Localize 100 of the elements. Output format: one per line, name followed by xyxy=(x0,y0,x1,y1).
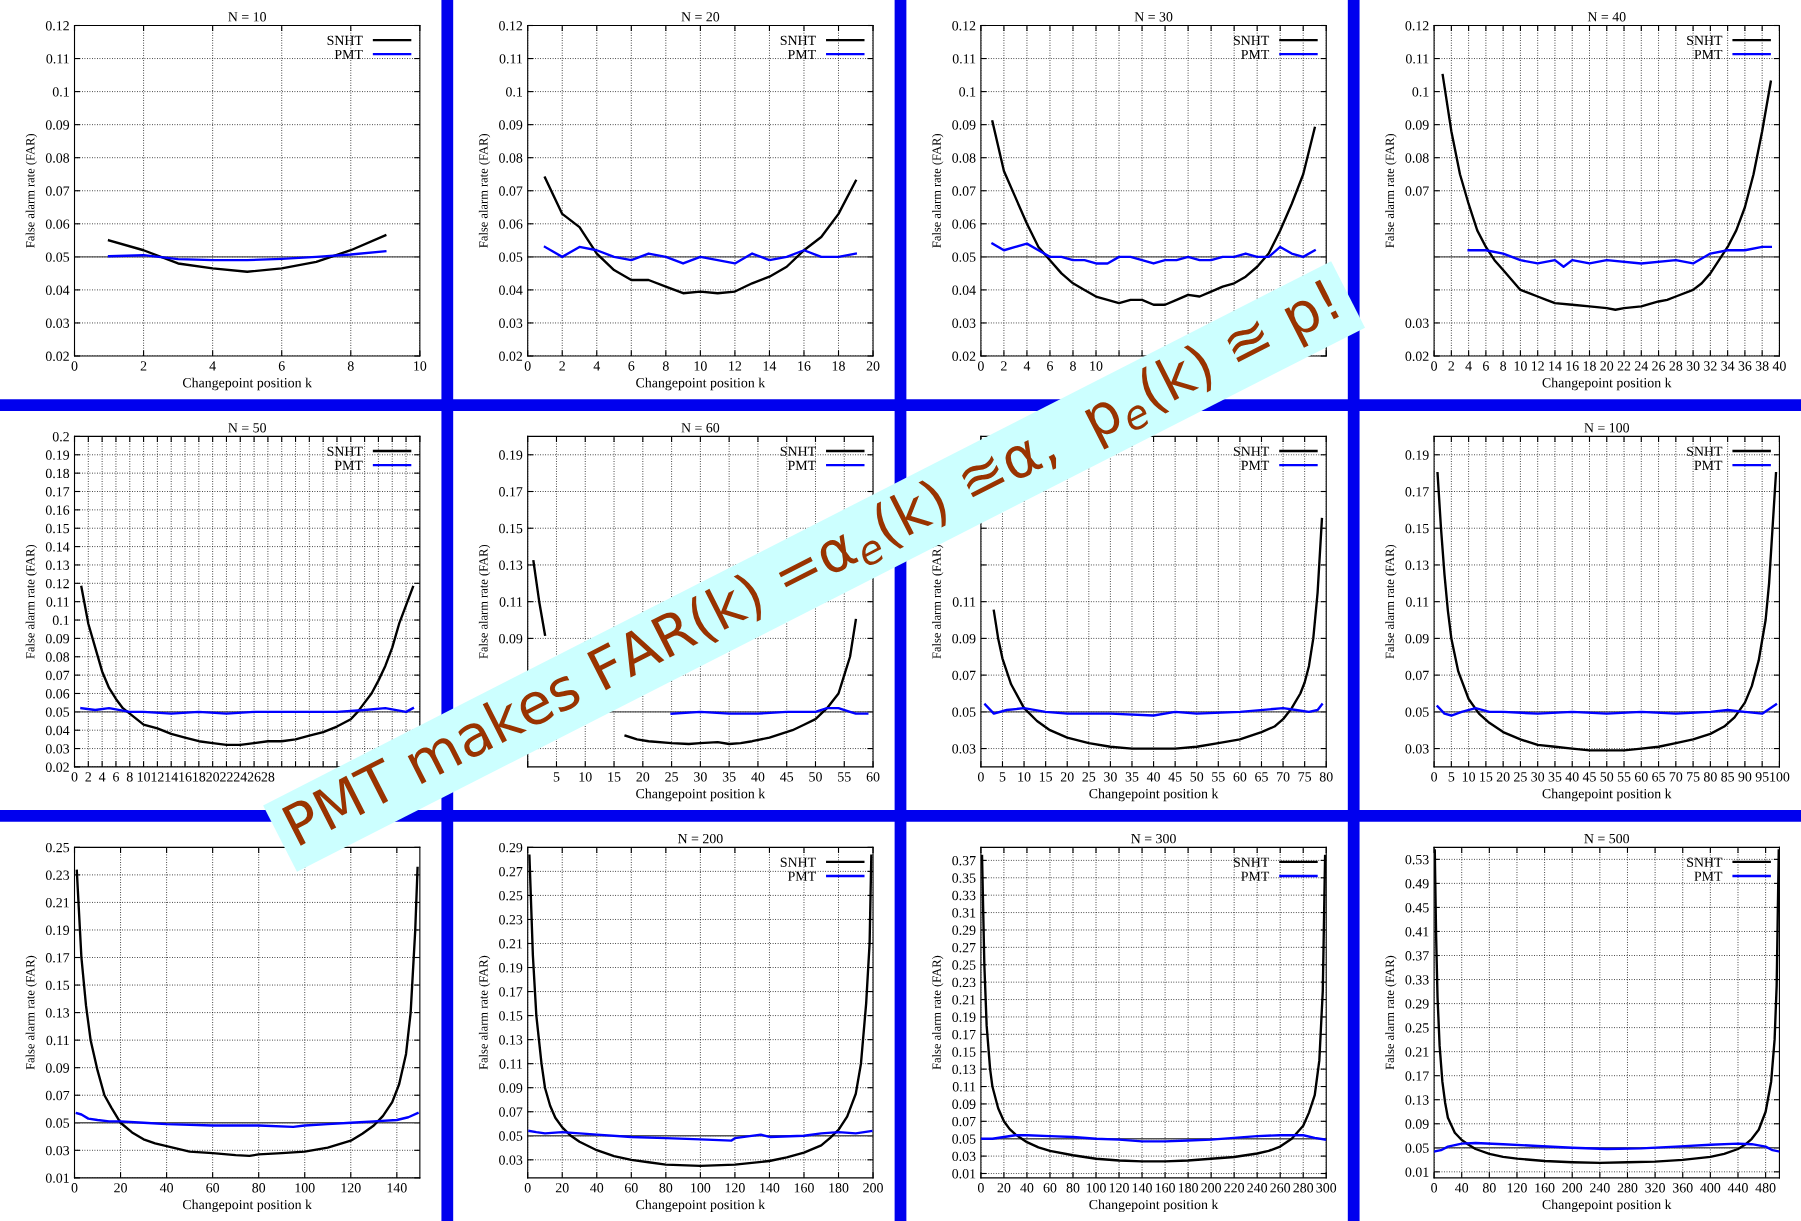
x-tick-label: 55 xyxy=(1617,772,1631,782)
legend-label: SNHT xyxy=(1233,446,1270,456)
x-tick-label: 38 xyxy=(1755,361,1769,371)
x-tick-label: 70 xyxy=(1669,772,1683,782)
x-tick-label: 2 xyxy=(1001,361,1007,371)
legend-label: SNHT xyxy=(1687,35,1723,46)
x-tick-label: 65 xyxy=(1652,772,1665,782)
y-tick-label: 0.11 xyxy=(1405,597,1429,607)
x-tick-label: 2 xyxy=(85,772,92,782)
y-tick-label: 0.05 xyxy=(952,707,976,717)
y-tick-label: 0.17 xyxy=(45,953,70,963)
y-tick-label: 0.07 xyxy=(45,186,70,196)
x-tick-label: 100 xyxy=(1086,1183,1106,1193)
x-tick-label: 100 xyxy=(691,1183,711,1193)
legend-label: SNHT xyxy=(327,35,363,46)
x-tick-label: 2 xyxy=(559,361,565,371)
y-tick-label: 0.25 xyxy=(1405,1023,1429,1033)
x-tick-label: 0 xyxy=(524,361,531,371)
y-tick-label: 0.19 xyxy=(499,963,523,973)
y-tick-label: 0.03 xyxy=(45,318,70,328)
legend-label: SNHT xyxy=(780,35,816,46)
chart-title: N = 50 xyxy=(228,423,266,433)
x-tick-label: 24 xyxy=(1634,361,1649,371)
y-tick-label: 0.09 xyxy=(45,120,70,130)
y-tick-label: 0.09 xyxy=(45,1063,70,1073)
x-tick-label: 0 xyxy=(71,361,78,371)
y-tick-label: 0.05 xyxy=(1405,707,1429,717)
x-tick-label: 45 xyxy=(780,772,794,782)
y-tick-label: 0.05 xyxy=(952,1134,976,1144)
x-tick-label: 75 xyxy=(1687,772,1700,782)
y-axis-title: False alarm rate (FAR) xyxy=(1385,955,1397,1070)
x-tick-label: 10 xyxy=(137,772,150,782)
line-series xyxy=(75,1111,419,1129)
x-axis-title: Changepoint position k xyxy=(636,377,766,391)
legend-label: PMT xyxy=(334,49,363,60)
x-tick-label: 14 xyxy=(165,772,178,782)
y-tick-label: 0.06 xyxy=(499,219,523,229)
y-tick-label: 0.03 xyxy=(952,744,976,754)
x-tick-label: 50 xyxy=(809,772,822,782)
y-tick-label: 0.13 xyxy=(952,1064,976,1075)
x-tick-label: 35 xyxy=(1548,772,1562,782)
y-tick-label: 0.03 xyxy=(1405,744,1429,754)
x-tick-label: 160 xyxy=(1155,1183,1175,1193)
x-tick-label: 90 xyxy=(1738,772,1752,782)
x-tick-label: 28 xyxy=(1669,361,1683,371)
x-tick-label: 400 xyxy=(1700,1183,1721,1193)
y-tick-label: 0.07 xyxy=(45,1090,70,1101)
y-tick-label: 0.13 xyxy=(45,1008,70,1018)
y-tick-label: 0.01 xyxy=(1405,1167,1429,1177)
x-tick-label: 8 xyxy=(347,361,354,371)
x-tick-label: 40 xyxy=(159,1183,174,1193)
chart-title: N = 10 xyxy=(228,12,266,22)
x-tick-label: 25 xyxy=(1514,772,1527,782)
x-tick-label: 200 xyxy=(1562,1183,1583,1193)
y-tick-label: 0.08 xyxy=(499,153,523,163)
x-tick-label: 24 xyxy=(233,772,247,782)
legend-label: SNHT xyxy=(1687,446,1723,456)
x-axis-title: Changepoint position k xyxy=(1542,1199,1672,1213)
y-axis-title: False alarm rate (FAR) xyxy=(25,133,38,248)
y-tick-label: 0.08 xyxy=(45,652,70,662)
x-tick-label: 140 xyxy=(1132,1183,1152,1193)
y-tick-label: 0.03 xyxy=(499,318,523,328)
y-tick-label: 0.53 xyxy=(1405,854,1429,865)
x-tick-label: 60 xyxy=(1233,772,1247,782)
x-tick-label: 25 xyxy=(665,772,678,782)
y-tick-label: 0.17 xyxy=(952,1029,976,1040)
y-tick-label: 0.11 xyxy=(499,54,523,64)
x-tick-label: 0 xyxy=(977,1183,984,1193)
y-tick-label: 0.17 xyxy=(45,487,70,497)
y-tick-label: 0.03 xyxy=(1405,318,1429,328)
y-tick-label: 0.27 xyxy=(499,866,523,877)
x-axis-title: Changepoint position k xyxy=(1089,788,1219,802)
y-tick-label: 0.27 xyxy=(952,942,976,953)
y-tick-label: 0.11 xyxy=(46,1035,69,1046)
y-tick-label: 0.29 xyxy=(952,925,976,935)
x-tick-label: 35 xyxy=(722,772,736,782)
y-tick-label: 0.1 xyxy=(52,87,69,97)
x-tick-label: 60 xyxy=(624,1183,638,1193)
y-tick-label: 0.12 xyxy=(45,578,69,589)
x-tick-label: 300 xyxy=(1316,1183,1337,1193)
x-tick-label: 6 xyxy=(113,772,120,782)
x-tick-label: 360 xyxy=(1672,1183,1693,1193)
x-tick-label: 60 xyxy=(1043,1183,1057,1193)
x-tick-label: 160 xyxy=(1535,1183,1555,1193)
x-tick-label: 200 xyxy=(1201,1183,1222,1193)
x-tick-label: 8 xyxy=(1500,361,1507,371)
x-tick-label: 280 xyxy=(1617,1183,1638,1193)
y-tick-label: 0.05 xyxy=(45,707,70,717)
y-tick-label: 0.02 xyxy=(1405,351,1429,362)
y-tick-label: 0.03 xyxy=(952,318,976,328)
x-tick-label: 280 xyxy=(1293,1183,1314,1193)
y-tick-label: 0.09 xyxy=(1405,633,1429,644)
x-tick-label: 5 xyxy=(999,772,1006,782)
legend-label: PMT xyxy=(1241,460,1270,470)
y-tick-label: 0.45 xyxy=(1405,903,1429,913)
x-tick-label: 180 xyxy=(829,1183,849,1193)
x-tick-label: 20 xyxy=(1496,772,1510,782)
y-tick-label: 0.08 xyxy=(952,153,976,163)
x-tick-label: 20 xyxy=(1060,772,1074,782)
x-tick-label: 320 xyxy=(1645,1183,1665,1193)
